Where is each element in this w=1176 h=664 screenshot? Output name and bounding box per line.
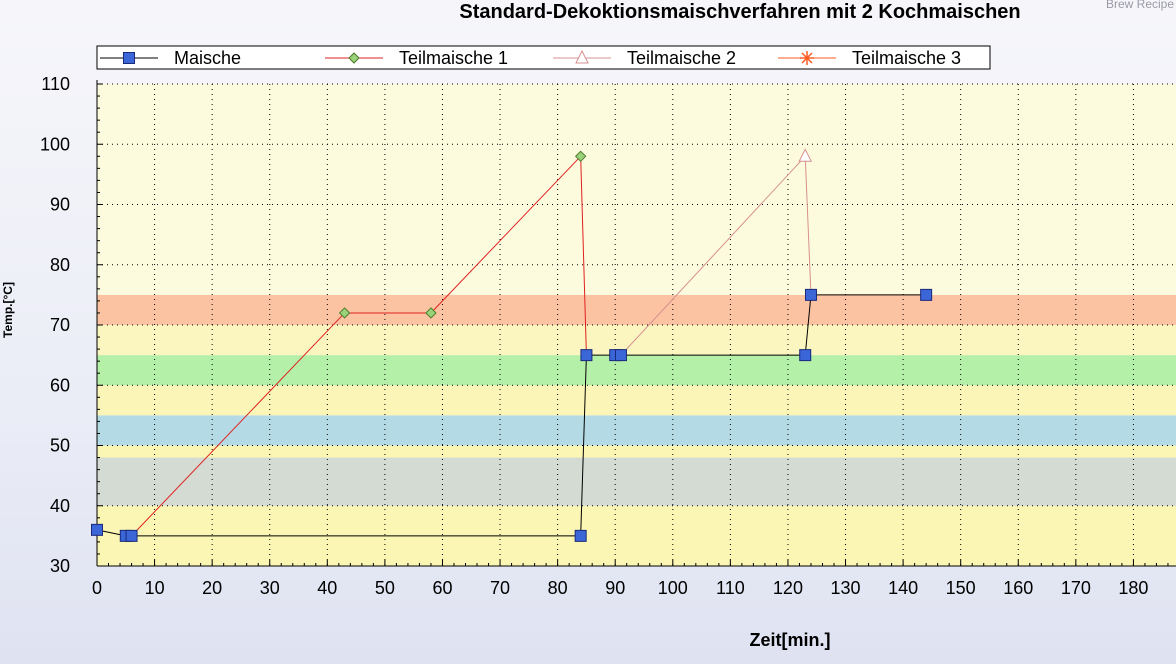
y-tick-labels: 30 40 50 60 70 80 90 100 110 bbox=[40, 74, 70, 576]
background-bands bbox=[97, 84, 1176, 566]
legend-marker bbox=[123, 52, 135, 64]
y-tick-label: 30 bbox=[50, 556, 70, 576]
y-tick-label: 60 bbox=[50, 375, 70, 395]
x-tick-label: 160 bbox=[1003, 578, 1033, 598]
y-tick-label: 110 bbox=[41, 74, 70, 94]
chart-title: Standard-Dekoktionsmaischverfahren mit 2… bbox=[459, 1, 1020, 23]
y-tick-label: 90 bbox=[50, 195, 70, 215]
x-tick-label: 10 bbox=[145, 578, 165, 598]
grid bbox=[97, 83, 1176, 566]
point-maische bbox=[920, 288, 933, 301]
point-teilmaische-1 bbox=[574, 150, 587, 163]
legend-label: Teilmaische 1 bbox=[399, 48, 508, 68]
point-maische bbox=[799, 349, 812, 362]
x-tick-label: 110 bbox=[716, 578, 745, 598]
x-axis-title: Zeit[min.] bbox=[750, 630, 831, 650]
x-tick-label: 140 bbox=[888, 578, 918, 598]
band-4 bbox=[97, 385, 1176, 416]
point-maische bbox=[614, 349, 627, 362]
legend-marker bbox=[800, 51, 814, 65]
y-tick-label: 40 bbox=[50, 496, 70, 516]
band-1 bbox=[97, 457, 1176, 506]
x-tick-label: 0 bbox=[92, 578, 102, 598]
x-tick-label: 150 bbox=[946, 578, 976, 598]
x-tick-label: 180 bbox=[1118, 578, 1148, 598]
x-tick-label: 60 bbox=[432, 578, 452, 598]
legend-label: Teilmaische 2 bbox=[627, 48, 736, 68]
watermark: Brew Recipe bbox=[1106, 0, 1174, 11]
x-tick-label: 100 bbox=[658, 578, 688, 598]
star-stroke bbox=[801, 52, 813, 64]
band-2 bbox=[97, 445, 1176, 458]
x-tick-label: 90 bbox=[605, 578, 625, 598]
point-maische bbox=[580, 349, 593, 362]
legend-box bbox=[96, 45, 991, 70]
y-tick-label: 100 bbox=[40, 134, 70, 154]
point-teilmaische-2 bbox=[798, 148, 813, 162]
x-tick-label: 20 bbox=[202, 578, 222, 598]
point-maische bbox=[804, 288, 817, 301]
x-tick-label: 130 bbox=[831, 578, 861, 598]
y-tick-label: 50 bbox=[50, 436, 70, 456]
axes bbox=[96, 80, 1176, 567]
y-tick-label: 70 bbox=[50, 315, 70, 335]
point-maische bbox=[91, 523, 103, 536]
legend-label: Teilmaische 3 bbox=[852, 48, 961, 68]
band-5 bbox=[97, 355, 1176, 386]
y-tick-label: 80 bbox=[50, 255, 70, 275]
x-tick-label: 40 bbox=[317, 578, 337, 598]
x-tick-label: 80 bbox=[548, 578, 568, 598]
band-3 bbox=[97, 415, 1176, 446]
point-teilmaische-1 bbox=[425, 307, 437, 319]
legend-label: Maische bbox=[174, 48, 241, 68]
band-7 bbox=[97, 294, 1176, 325]
point-teilmaische-1 bbox=[338, 307, 351, 319]
x-tick-label: 170 bbox=[1061, 578, 1091, 598]
x-tick-labels: 0 10 20 30 40 50 60 70 80 90 100 110 120 130 140 150 160… bbox=[92, 578, 1176, 598]
y-axis-title: Temp.[°C] bbox=[1, 282, 15, 338]
x-tick-label: 50 bbox=[375, 578, 395, 598]
legend: Maische Teilmaische 1 Teilmaische 2 Teilmai… bbox=[96, 45, 991, 70]
legend-marker bbox=[575, 49, 589, 64]
point-maische bbox=[574, 529, 587, 542]
legend-marker bbox=[348, 52, 360, 64]
x-tick-label: 70 bbox=[490, 578, 510, 598]
plot-area bbox=[91, 148, 933, 542]
x-tick-label: 30 bbox=[260, 578, 280, 598]
x-tick-label: 120 bbox=[773, 578, 803, 598]
band-6 bbox=[97, 325, 1176, 356]
point-maische bbox=[125, 529, 138, 542]
band-8 bbox=[97, 84, 1176, 295]
